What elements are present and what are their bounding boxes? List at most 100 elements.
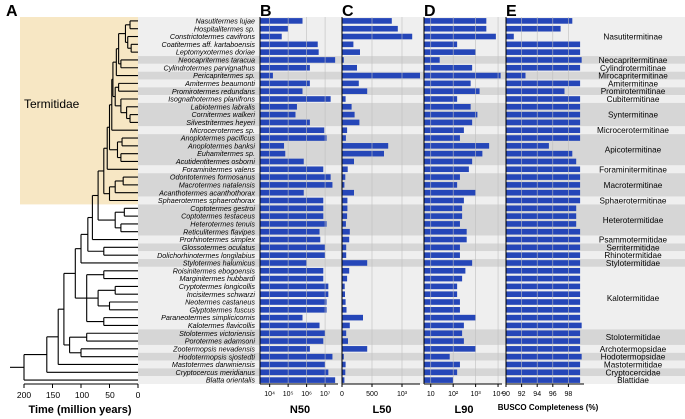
bar — [260, 182, 333, 188]
bar — [342, 361, 346, 368]
bar — [260, 127, 325, 134]
bar — [506, 158, 577, 165]
bar — [342, 221, 346, 227]
tree-axis-title: Time (million years) — [28, 404, 131, 416]
bar — [506, 346, 581, 352]
axis-tick-label: 10² — [448, 391, 459, 398]
species-label: Odontotermes formosanus — [170, 173, 255, 182]
panel-letter-d: D — [424, 3, 436, 20]
bar — [506, 41, 581, 48]
bar — [506, 353, 582, 360]
species-label: Cryptotermes longicollis — [179, 282, 256, 291]
tree-tick-label: 200 — [17, 390, 31, 400]
subfamily-band — [138, 95, 685, 103]
bar — [506, 189, 581, 196]
phylogenetic-tree — [10, 20, 138, 381]
bar — [424, 25, 487, 32]
species-label: Constrictotermes cavifrons — [170, 32, 255, 41]
bar — [260, 275, 324, 282]
n50-axis-title: N50 — [290, 404, 310, 416]
bar — [260, 221, 327, 227]
axis-tick-label: 90 — [502, 391, 510, 398]
subfamily-label: Serritermitidae — [606, 243, 660, 252]
bar — [424, 143, 490, 149]
species-label: Paraneotermes simplicicornis — [161, 313, 255, 322]
bar — [506, 197, 581, 204]
subfamily-band — [138, 79, 685, 88]
bar — [506, 307, 581, 313]
species-label: Hospitalitermes sp. — [194, 24, 255, 33]
bar — [424, 174, 460, 180]
bar — [506, 260, 581, 266]
bar — [424, 135, 460, 141]
bar — [424, 166, 469, 173]
bar — [342, 174, 346, 180]
bar — [260, 143, 285, 149]
bar — [424, 205, 463, 212]
axis-tick-label: 10⁵ — [283, 391, 294, 398]
bar — [424, 72, 501, 79]
species-label: Neotermes castaneus — [185, 298, 255, 307]
bar — [342, 260, 368, 266]
species-label: Coatitermes aff. kartaboensis — [162, 40, 256, 49]
species-label: Nasutitermes lujae — [195, 17, 255, 26]
bar — [260, 189, 304, 196]
bar — [506, 322, 582, 329]
species-label: Coptotermes gestroi — [190, 204, 255, 213]
tree-tick-label: 50 — [105, 390, 115, 400]
bar — [342, 236, 350, 243]
bar — [506, 88, 565, 94]
subfamily-band — [138, 243, 685, 252]
axis-tick-label: 10⁶ — [301, 391, 312, 398]
bar — [260, 322, 320, 329]
bar — [506, 72, 526, 79]
bar — [424, 103, 471, 110]
bar — [424, 197, 464, 204]
panel-letter-b: B — [260, 3, 272, 20]
subfamily-label: Promirotermitinae — [601, 87, 666, 96]
bar — [506, 96, 581, 102]
axis-tick-label: 94 — [533, 391, 541, 398]
subfamily-band — [138, 126, 685, 135]
bar — [424, 244, 460, 251]
axis-tick-label: 0 — [340, 391, 344, 398]
bar — [342, 72, 420, 79]
tree-tick-label: 100 — [75, 390, 89, 400]
subfamily-label: Hodotermopsidae — [601, 353, 666, 362]
bar — [506, 361, 581, 368]
bar — [342, 322, 350, 329]
bar — [424, 88, 480, 94]
bar — [260, 338, 324, 344]
bar — [260, 267, 324, 274]
bar — [506, 221, 577, 227]
bar — [342, 267, 350, 274]
bar — [260, 299, 327, 305]
bar — [424, 41, 458, 48]
bar — [506, 103, 581, 110]
bar — [342, 228, 350, 235]
bar — [342, 307, 347, 313]
subfamily-label: Macrotermitinae — [604, 181, 663, 190]
bar — [260, 236, 321, 243]
bar — [342, 111, 355, 118]
bar — [260, 111, 296, 118]
subfamily-label: Cylindrotermitinae — [600, 64, 666, 73]
bar — [342, 314, 363, 321]
bar — [342, 244, 347, 251]
bar — [342, 189, 354, 196]
species-label: Heterotermes tenuis — [190, 220, 255, 229]
species-label: Stolotermes victoriensis — [179, 329, 255, 338]
species-label: Glyptotermes fuscus — [189, 305, 255, 314]
bar — [506, 33, 514, 40]
bar — [342, 80, 359, 87]
bar — [342, 353, 344, 360]
bar — [260, 213, 324, 219]
bar — [506, 283, 581, 290]
species-label: Hodotermopsis sjostedti — [178, 352, 255, 361]
bar — [342, 213, 348, 219]
species-label: Euhamitermes sp. — [197, 149, 255, 158]
bar — [260, 353, 333, 360]
species-label: Anoplotermes banksi — [187, 141, 256, 150]
species-label: Foraminitermes valens — [182, 165, 255, 174]
